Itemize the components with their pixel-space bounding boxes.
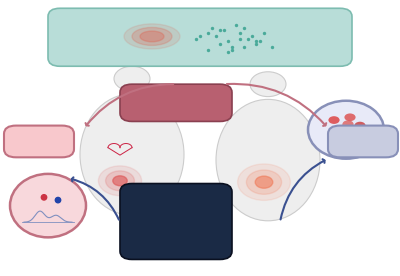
Point [237, 36, 243, 41]
Point [269, 45, 275, 49]
Point [241, 25, 247, 30]
Ellipse shape [80, 94, 184, 215]
FancyBboxPatch shape [4, 126, 74, 157]
Point [229, 47, 235, 52]
Circle shape [336, 131, 348, 139]
Circle shape [238, 164, 290, 200]
Point [253, 39, 259, 44]
Circle shape [246, 170, 282, 194]
Ellipse shape [140, 31, 164, 42]
Point [237, 31, 243, 35]
Point [229, 45, 235, 49]
Text: Gal-3
GDF-15
sFLT1
CHIP
CEA
CA-125: Gal-3 GDF-15 sFLT1 CHIP CEA CA-125 [159, 185, 193, 258]
Ellipse shape [308, 101, 384, 159]
Ellipse shape [10, 174, 86, 237]
Point [213, 34, 219, 38]
Circle shape [342, 120, 354, 128]
Circle shape [250, 72, 286, 97]
Point [221, 28, 227, 33]
Circle shape [338, 124, 350, 132]
Point [253, 42, 259, 46]
FancyBboxPatch shape [120, 184, 232, 259]
Point [41, 195, 47, 200]
Point [225, 50, 231, 55]
Point [233, 23, 239, 27]
Point [217, 28, 223, 33]
Point [55, 198, 61, 202]
Point [193, 36, 199, 41]
Point [209, 25, 215, 30]
FancyBboxPatch shape [328, 126, 398, 157]
Circle shape [328, 116, 340, 124]
Point [217, 42, 223, 46]
Circle shape [114, 66, 150, 91]
Point [205, 31, 211, 35]
Text: Inflammatory
biomarkers: Inflammatory biomarkers [71, 26, 137, 47]
Point [249, 34, 255, 38]
Circle shape [113, 176, 127, 186]
Point [241, 45, 247, 49]
FancyBboxPatch shape [120, 84, 232, 121]
FancyBboxPatch shape [48, 8, 352, 66]
Point [245, 36, 251, 41]
Text: Cardiac
biomarkers: Cardiac biomarkers [10, 132, 68, 151]
Text: Cancer
biomarkers: Cancer biomarkers [334, 132, 392, 151]
Ellipse shape [132, 27, 172, 45]
Circle shape [344, 113, 356, 121]
Ellipse shape [124, 24, 180, 49]
Point [225, 39, 231, 44]
Point [197, 34, 203, 38]
Circle shape [354, 122, 366, 129]
Circle shape [330, 136, 342, 143]
Circle shape [352, 129, 364, 136]
Point [261, 31, 267, 35]
Text: cTnT, cTnI
BNP, NT-pro-BNP: cTnT, cTnI BNP, NT-pro-BNP [139, 93, 213, 112]
Circle shape [98, 166, 142, 196]
Point [257, 39, 263, 44]
Point [205, 47, 211, 52]
Circle shape [106, 171, 134, 191]
Text: sST2
MPO: sST2 MPO [308, 22, 332, 51]
Ellipse shape [216, 99, 320, 221]
Circle shape [255, 176, 273, 188]
